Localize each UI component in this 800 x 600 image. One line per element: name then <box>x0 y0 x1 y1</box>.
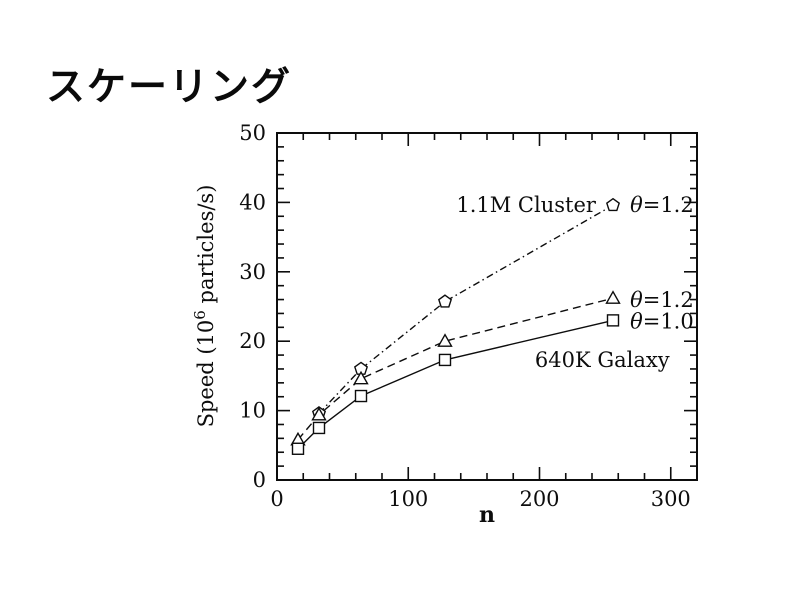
pentagon-marker <box>605 197 621 212</box>
series-640k-galaxy-theta-1-0 <box>291 314 620 455</box>
y-tick-label: 20 <box>239 329 266 353</box>
square-marker <box>438 353 452 367</box>
triangle-marker <box>437 333 453 347</box>
x-axis: 0 100 200 300 n <box>270 133 691 528</box>
square-marker <box>354 389 368 403</box>
series-line <box>297 297 614 441</box>
theta-label-galaxy-1-0: θ=1.0 <box>630 310 694 334</box>
series-line <box>297 319 614 450</box>
y-tick-label: 30 <box>239 260 266 284</box>
x-tick-label: 200 <box>519 487 559 511</box>
square-marker <box>291 442 305 455</box>
y-axis-label: Speed (106 particles/s) <box>191 185 218 428</box>
square-marker <box>312 421 326 435</box>
y-tick-label: 50 <box>239 121 266 145</box>
slide-title: スケーリング <box>46 66 293 109</box>
triangle-marker <box>605 290 621 304</box>
x-tick-label: 100 <box>388 487 428 511</box>
y-tick-label: 40 <box>239 190 266 214</box>
triangle-marker <box>353 370 369 385</box>
y-axis: 0 10 20 30 40 50 Speed (106 particles/s) <box>191 121 697 492</box>
y-tick-label: 0 <box>253 468 266 492</box>
triangle-marker <box>311 406 327 421</box>
square-marker <box>606 314 620 327</box>
series-640k-galaxy-theta-1-2 <box>290 290 621 446</box>
pentagon-marker <box>437 294 453 308</box>
theta-label-cluster-1-2: θ=1.2 <box>630 193 694 217</box>
y-tick-label: 10 <box>239 399 266 423</box>
x-axis-label: n <box>479 502 495 528</box>
x-tick-label: 300 <box>651 487 691 511</box>
x-tick-label: 0 <box>270 487 283 511</box>
cluster-series-label: 1.1M Cluster <box>456 193 597 217</box>
series-line <box>318 204 614 414</box>
theta-label-galaxy-1-2: θ=1.2 <box>630 288 694 312</box>
galaxy-series-label: 640K Galaxy <box>535 348 670 372</box>
